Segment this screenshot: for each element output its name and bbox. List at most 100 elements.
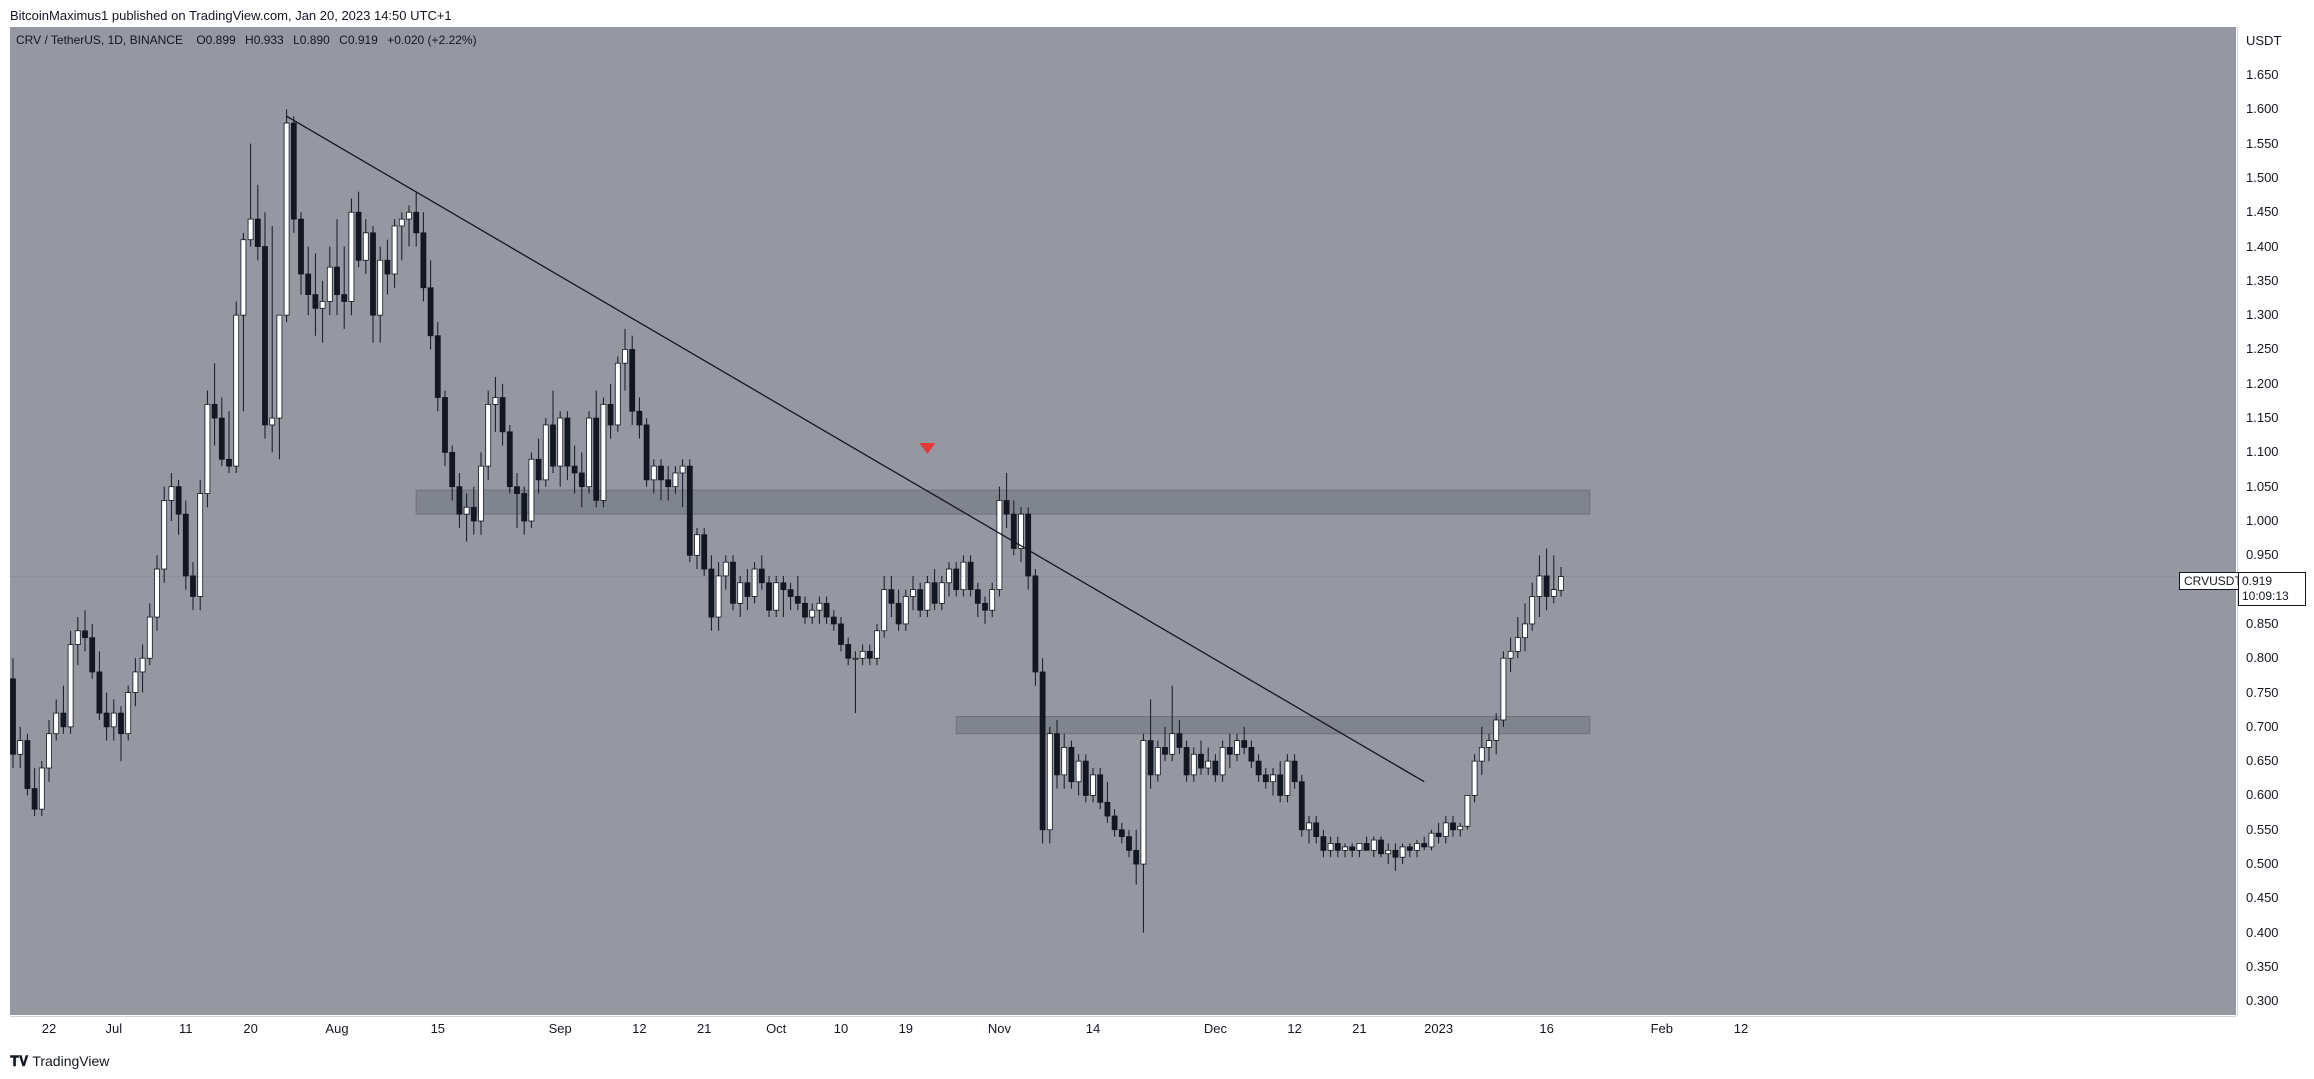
price-tick-label: 1.650 xyxy=(2246,67,2279,83)
candle-down xyxy=(701,534,708,570)
time-axis[interactable]: 22 Jul 11 20 Aug 15 Sep 12 21 Oct 10 19 Nov 14 Dec 12 21… xyxy=(10,1016,2236,1039)
price-tick-label: 1.300 xyxy=(2246,307,2279,323)
candle-up xyxy=(463,506,470,515)
candle-down xyxy=(1039,671,1046,831)
candle-down xyxy=(593,417,600,501)
time-tick-label: 2023 xyxy=(1424,1021,1454,1036)
candle-up xyxy=(67,644,74,728)
candle-down xyxy=(514,486,520,494)
candle-down xyxy=(96,671,103,714)
candle-down xyxy=(254,218,261,247)
time-tick-label: 20 xyxy=(243,1021,258,1036)
low-value: 0.890 xyxy=(299,33,330,47)
candle-down xyxy=(550,424,556,467)
time-tick-label: 21 xyxy=(696,1021,712,1036)
price-tick-label: 1.000 xyxy=(2246,513,2279,528)
candle-up xyxy=(1536,575,1543,597)
candle-down xyxy=(802,602,808,618)
candle-up xyxy=(240,239,247,316)
candle-up xyxy=(924,582,931,611)
publisher-text: BitcoinMaximus1 published on TradingView… xyxy=(10,8,452,23)
candle-down xyxy=(787,589,794,597)
time-tick-label: 19 xyxy=(898,1021,914,1036)
candle-up xyxy=(110,712,117,728)
candle-up xyxy=(132,671,139,693)
candle-down xyxy=(1262,774,1269,783)
high-value: 0.933 xyxy=(253,33,284,47)
symbol-legend: CRV / TetherUS, 1D, BINANCE O0.899 H0.93… xyxy=(16,33,477,47)
candle-down xyxy=(780,582,787,591)
candle-up xyxy=(146,616,153,659)
candle-up xyxy=(600,403,607,501)
candle-down xyxy=(830,616,837,625)
price-tick-label: 0.850 xyxy=(2246,615,2279,631)
candle-down xyxy=(1334,843,1341,851)
candle-down xyxy=(636,410,643,426)
candle-up xyxy=(557,417,564,467)
price-axis[interactable]: USDT 1.650 1.600 1.550 1.500 1.450 1.400 1.350 1… xyxy=(2237,27,2314,1015)
open-value: 0.899 xyxy=(205,33,236,47)
candle-up xyxy=(398,218,405,227)
candle-up xyxy=(1529,596,1536,625)
candle-up xyxy=(139,657,146,673)
candle-down xyxy=(845,644,852,659)
candle-up xyxy=(722,561,729,577)
candle-down xyxy=(182,513,189,577)
candle-down xyxy=(1147,740,1154,776)
candle-down xyxy=(974,589,981,604)
time-tick-label: 15 xyxy=(430,1021,446,1036)
candle-up xyxy=(938,582,945,604)
candle-down xyxy=(298,218,304,275)
candle-down xyxy=(262,246,268,426)
candle-up xyxy=(1140,740,1147,865)
candle-up xyxy=(1457,825,1464,831)
price-tick-label: 0.700 xyxy=(2246,718,2279,734)
price-tick-label: 0.400 xyxy=(2246,924,2279,940)
candle-down xyxy=(665,479,672,488)
candle-down xyxy=(499,397,506,433)
candle-down xyxy=(442,397,448,453)
descending-trendline xyxy=(286,115,1425,783)
candle-down xyxy=(564,417,571,467)
candle-down xyxy=(305,273,312,295)
candle-down xyxy=(953,568,960,591)
candle-down xyxy=(1111,815,1118,831)
candle-down xyxy=(823,602,830,618)
price-tick-label: 1.600 xyxy=(2246,101,2279,117)
candle-up xyxy=(1090,774,1096,796)
chart-area[interactable] xyxy=(10,27,2236,1015)
candle-down xyxy=(1320,836,1327,851)
candle-up xyxy=(1219,747,1226,776)
last-price-badge: 0.919 10:09:13 xyxy=(2238,572,2306,606)
horizontal-zone-2 xyxy=(955,716,1591,735)
candle-down xyxy=(1392,849,1399,858)
candlestick-chart[interactable] xyxy=(10,27,2236,1015)
candle-up xyxy=(1284,760,1291,796)
candle-down xyxy=(1003,500,1010,515)
candle-down xyxy=(1435,832,1442,838)
candle-down xyxy=(82,630,88,639)
candle-up xyxy=(161,500,168,570)
tradingview-logo[interactable]: 𝐓𝐕 TradingView xyxy=(10,1053,109,1070)
low-label: L xyxy=(293,33,300,47)
candle-up xyxy=(874,630,880,659)
candle-up xyxy=(1428,832,1435,848)
candle-down xyxy=(89,637,96,673)
candle-down xyxy=(1032,575,1039,673)
price-tick-label: 0.450 xyxy=(2246,890,2279,906)
candle-up xyxy=(650,465,657,481)
candle-down xyxy=(427,287,434,337)
candle-up xyxy=(902,596,909,625)
candle-down xyxy=(1118,829,1125,838)
candle-up xyxy=(751,568,758,597)
candle-down xyxy=(766,582,772,611)
horizontal-zone-1 xyxy=(415,489,1591,515)
candle-down xyxy=(535,458,542,481)
candle-down xyxy=(1025,513,1032,577)
candle-up xyxy=(1046,733,1053,831)
price-tick-label: 0.750 xyxy=(2246,684,2279,700)
candle-up xyxy=(348,211,355,302)
candle-down xyxy=(982,602,988,611)
candle-up xyxy=(881,589,888,632)
last-price-value: 0.919 xyxy=(2242,574,2273,588)
